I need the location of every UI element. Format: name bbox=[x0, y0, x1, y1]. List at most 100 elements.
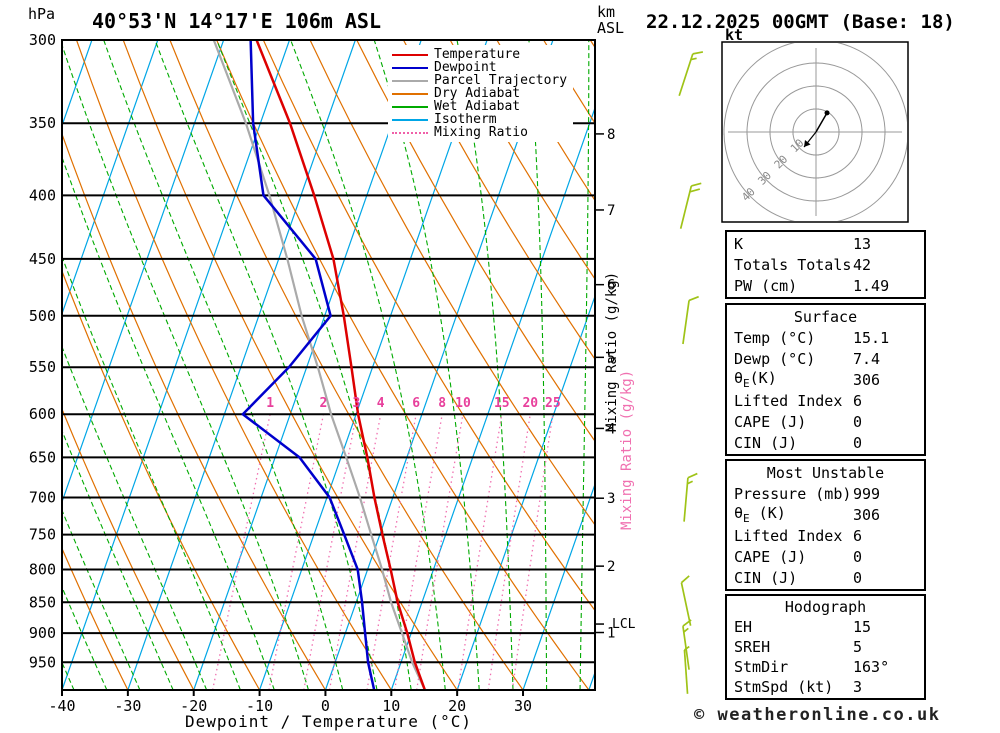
legend-item: Mixing Ratio bbox=[392, 125, 567, 140]
table-row-label: PW (cm) bbox=[734, 276, 798, 295]
legend-label: Dewpoint bbox=[434, 60, 497, 75]
table-row: Pressure (mb) 999 bbox=[727, 483, 924, 504]
legend-item: Wet Adiabat bbox=[392, 99, 567, 114]
mixing-ratio-line bbox=[366, 414, 417, 690]
table-row-label: Lifted Index bbox=[734, 526, 843, 545]
table-row: CAPE (J) 0 bbox=[727, 546, 924, 567]
isotherm-line bbox=[62, 40, 291, 690]
table-row-value: 163° bbox=[853, 658, 890, 676]
wet-adiabat-line bbox=[62, 43, 310, 690]
table-row-value: 0 bbox=[853, 547, 863, 566]
table-indices: K 13 Totals Totals 42 PW (cm) 1.49 bbox=[725, 230, 926, 299]
pressure-tick-label: 950 bbox=[29, 653, 56, 671]
plot-border bbox=[61, 39, 596, 691]
legend-swatch-wet-adiabat bbox=[392, 105, 428, 108]
wet-adiabat-line bbox=[62, 155, 275, 690]
temp-tick-label: 30 bbox=[514, 697, 532, 715]
table-row-label: Dewp (°C) bbox=[734, 349, 816, 368]
pressure-axis-unit: hPa bbox=[28, 5, 56, 23]
legend-label: Wet Adiabat bbox=[434, 99, 521, 114]
table-row: CAPE (J) 0 bbox=[727, 411, 924, 432]
wind-barb bbox=[682, 295, 699, 345]
table-row: StmDir 163° bbox=[727, 657, 924, 677]
wind-barb bbox=[678, 51, 704, 96]
pressure-tick-label: 550 bbox=[29, 358, 56, 376]
wet-adiabat-line bbox=[62, 429, 174, 690]
legend-swatch-dewpoint bbox=[392, 66, 428, 69]
mixing-ratio-label: 4 bbox=[377, 396, 385, 411]
mixing-ratio-label: 8 bbox=[438, 396, 446, 411]
table-row: Temp (°C) 15.1 bbox=[727, 327, 924, 348]
mixing-ratio-label: 6 bbox=[412, 396, 420, 411]
pressure-tick-label: 400 bbox=[29, 186, 56, 204]
km-tick-label: 3 bbox=[607, 491, 615, 507]
temp-tick-label: -20 bbox=[180, 697, 207, 715]
table-section-header: Most Unstable bbox=[766, 463, 885, 482]
legend: Temperature Dewpoint Parcel Trajectory Dry … bbox=[388, 45, 574, 142]
table-row-value: 7.4 bbox=[853, 349, 881, 368]
wet-adiabat-line bbox=[62, 345, 208, 690]
isotherm-line bbox=[0, 40, 26, 690]
wind-barb bbox=[679, 182, 702, 229]
dry-adiabat-line bbox=[62, 132, 326, 690]
isotherm-line bbox=[324, 40, 554, 690]
legend-swatch-isotherm bbox=[392, 118, 428, 121]
sounding-curves bbox=[212, 40, 427, 690]
legend-swatch-parcel-trajectory bbox=[392, 79, 428, 82]
temp-tick-label: -30 bbox=[114, 697, 141, 715]
isotherm-line bbox=[522, 482, 595, 690]
isotherm-line bbox=[62, 40, 225, 504]
dry-adiabat-line bbox=[402, 40, 595, 361]
run-date: 22.12.2025 00GMT (Base: 18) bbox=[646, 11, 955, 33]
table-row-value: 13 bbox=[853, 234, 872, 253]
pressure-tick-label: 600 bbox=[29, 405, 56, 423]
legend-item: Temperature bbox=[392, 47, 567, 62]
wind-barb bbox=[683, 472, 698, 522]
table-row: Totals Totals 42 bbox=[727, 254, 924, 275]
dewpoint-curve bbox=[241, 40, 376, 690]
table-section-header: Hodograph bbox=[784, 598, 867, 616]
isotherm-line bbox=[259, 40, 488, 690]
pressure-tick-label: 450 bbox=[29, 250, 56, 268]
table-most-unstable: Most Unstable Pressure (mb) 999 θE (K) 306 Li… bbox=[725, 459, 926, 591]
table-row-label: CIN (J) bbox=[734, 433, 798, 452]
temp-tick-label: 0 bbox=[321, 697, 330, 715]
table-row-value: 6 bbox=[853, 391, 863, 410]
pressure-tick-label: 700 bbox=[29, 488, 56, 506]
mixing-ratio-label: 3 bbox=[353, 396, 361, 411]
table-row-label: K bbox=[734, 234, 744, 253]
temp-axis-title: Dewpoint / Temperature (°C) bbox=[184, 712, 473, 731]
pressure-tick-label: 350 bbox=[29, 114, 56, 132]
table-row-label: SREH bbox=[734, 638, 771, 656]
legend-item: Dewpoint bbox=[392, 60, 567, 75]
km-tick-label: 6 bbox=[607, 278, 615, 294]
table-row: CIN (J) 0 bbox=[727, 432, 924, 453]
pressure-tick-label: 900 bbox=[29, 624, 56, 642]
table-section-header: Surface bbox=[793, 307, 858, 326]
temp-tick-label: 10 bbox=[382, 697, 400, 715]
wet-adiabat-line bbox=[216, 40, 412, 690]
pressure-tick-label: 500 bbox=[29, 307, 56, 325]
table-row-value: 306 bbox=[853, 505, 881, 524]
wet-adiabat-line bbox=[62, 508, 141, 690]
table-row-value: 0 bbox=[853, 433, 863, 452]
km-tick-label: 8 bbox=[607, 127, 615, 143]
table-row-value: 3 bbox=[853, 678, 863, 696]
table-row: Lifted Index 6 bbox=[727, 525, 924, 546]
mixing-ratio-axis-title: Mixing Ratio (g/kg) bbox=[604, 271, 620, 432]
mixing-ratio-line bbox=[303, 414, 358, 690]
table-row-value: 999 bbox=[853, 484, 881, 503]
table-row-value: 306 bbox=[853, 370, 881, 389]
hodograph-trace-dot bbox=[824, 110, 830, 116]
temp-tick-label: -40 bbox=[48, 697, 75, 715]
table-surface: Surface Temp (°C) 15.1 Dewp (°C) 7.4 θE(K) 306… bbox=[725, 303, 926, 456]
isotherm-line bbox=[193, 40, 422, 690]
hodograph-unit-label: kt bbox=[725, 26, 744, 44]
table-row-label: Lifted Index bbox=[734, 391, 843, 410]
table-row: Dewp (°C) 7.4 bbox=[727, 348, 924, 369]
altitude-axis-unit-km: km bbox=[597, 3, 616, 21]
legend-item: Parcel Trajectory bbox=[392, 73, 567, 88]
legend-swatch-mixing-ratio bbox=[392, 131, 428, 134]
